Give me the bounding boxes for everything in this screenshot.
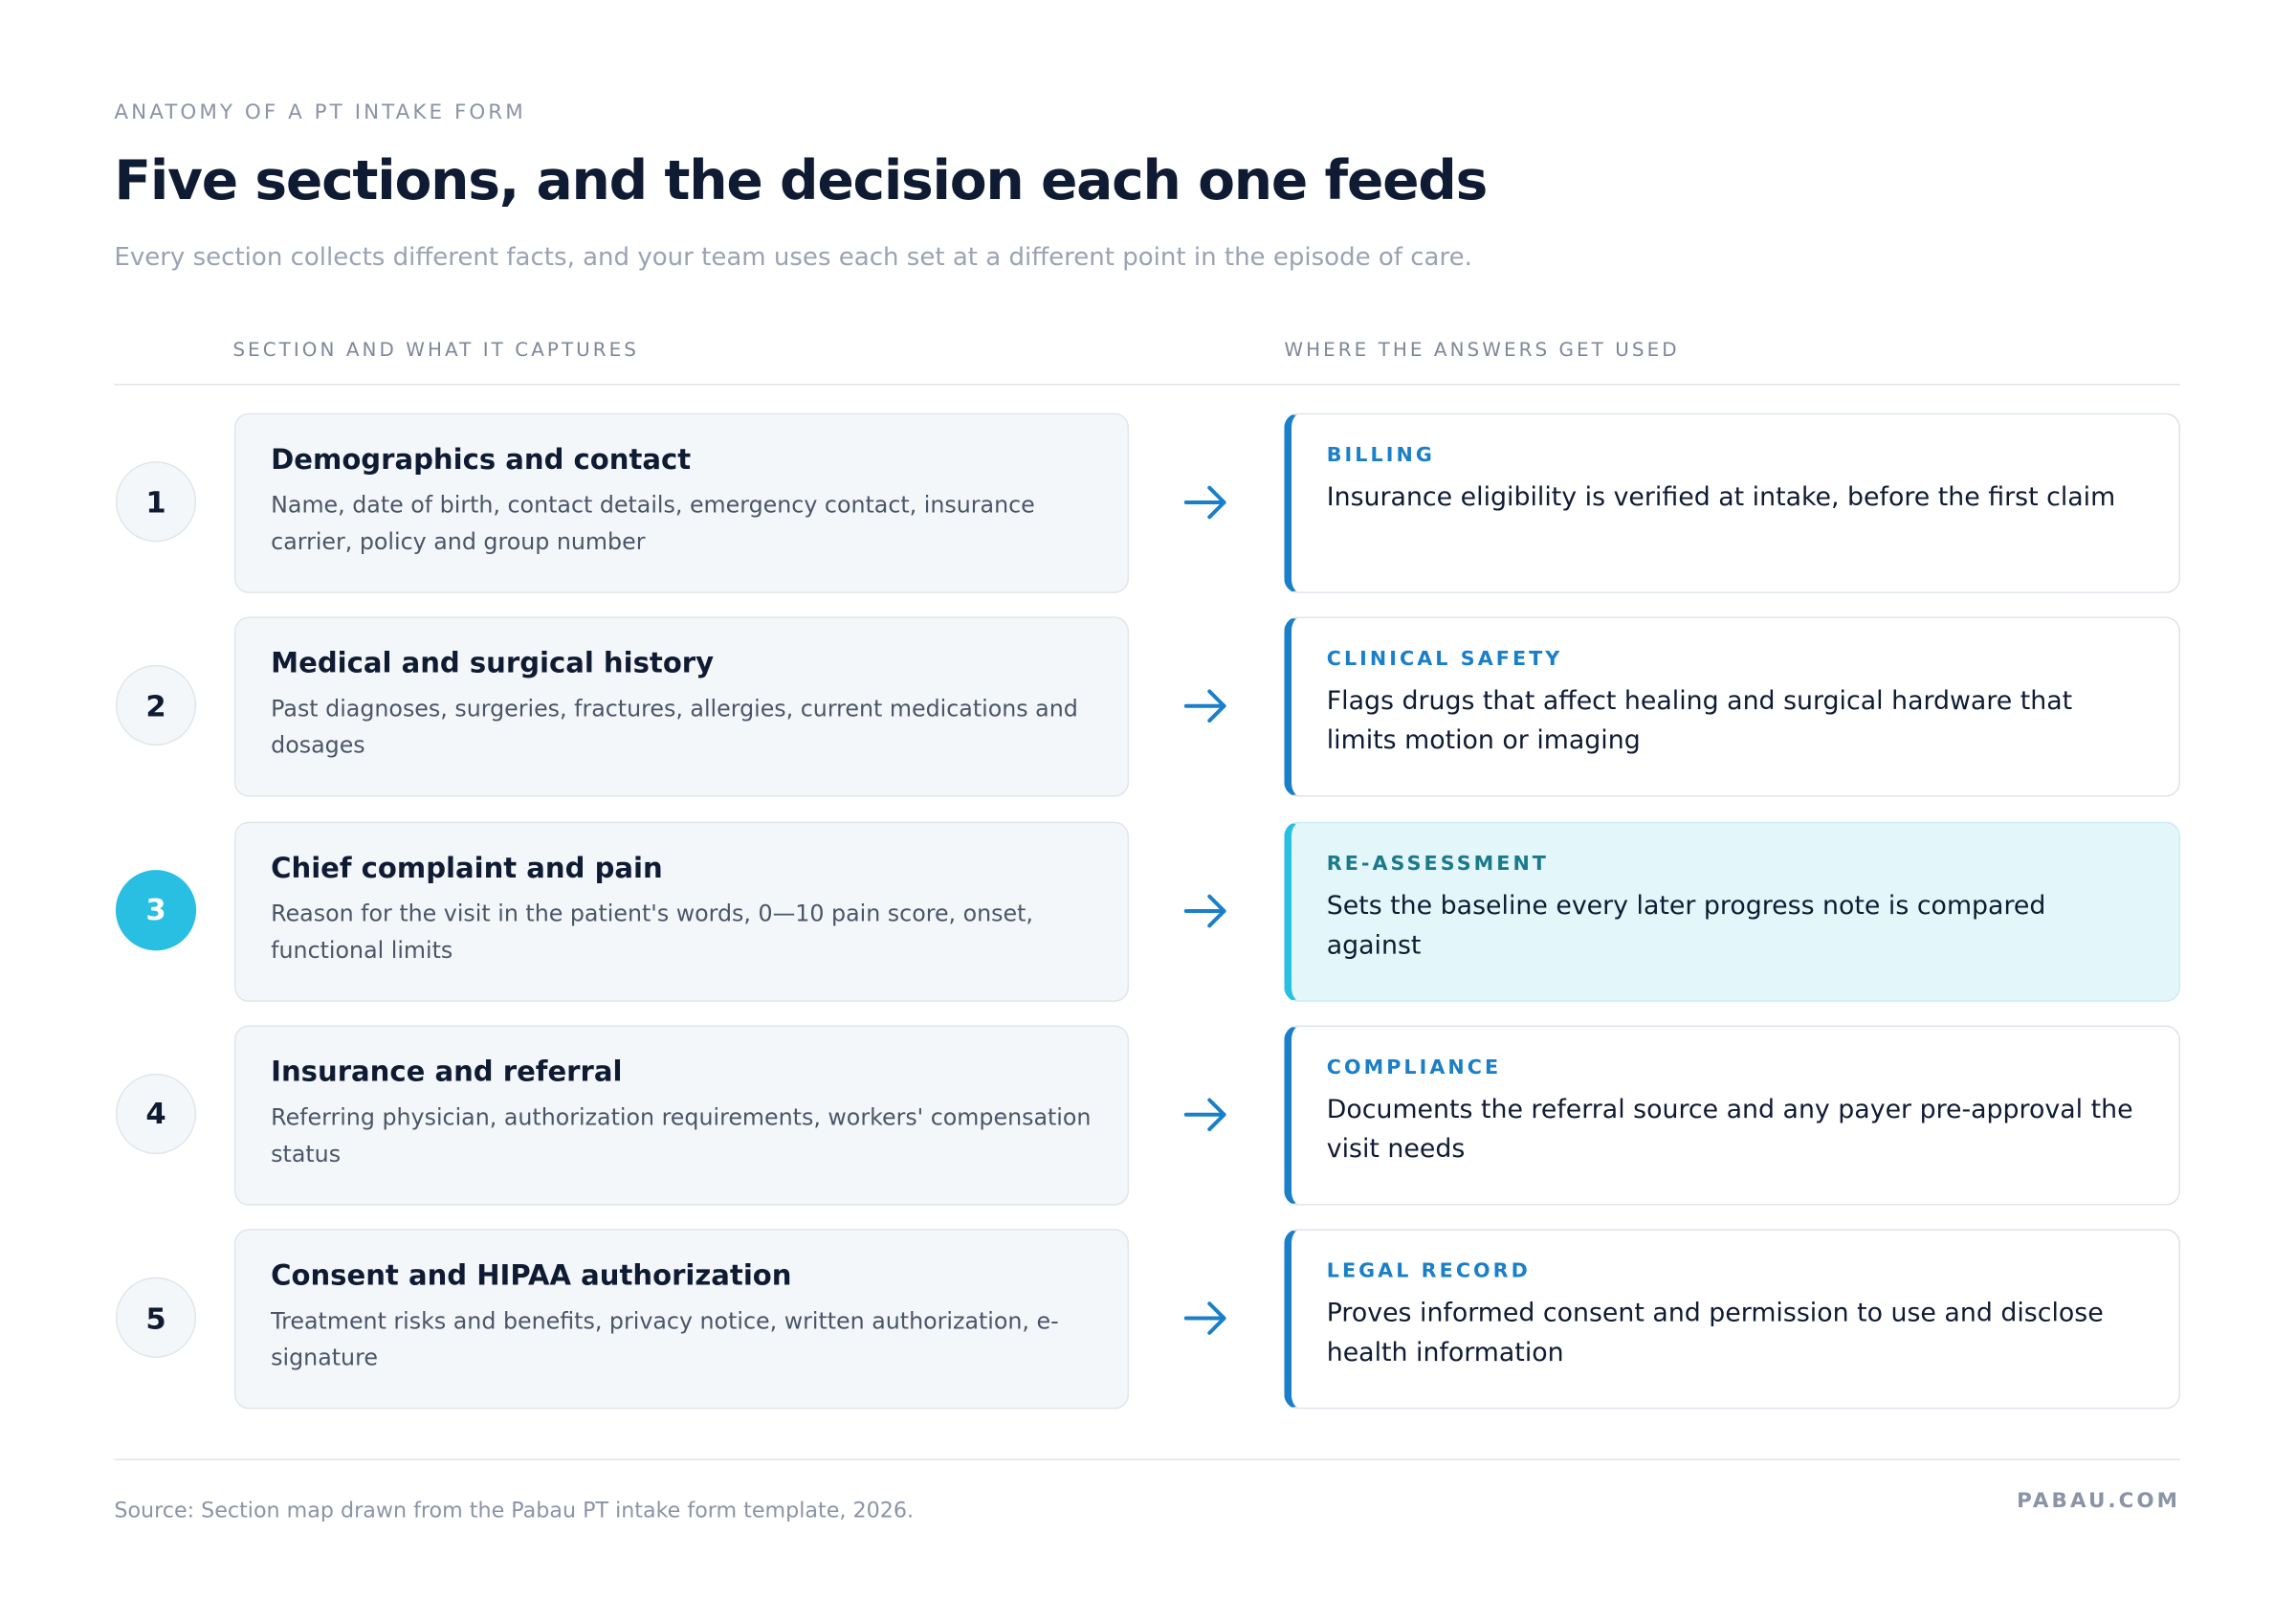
step-number: 2 <box>115 665 197 746</box>
section-description: Reason for the visit in the patient's wo… <box>271 900 1033 964</box>
column-header: SECTION AND WHAT IT CAPTURES <box>232 340 640 363</box>
section-row: 2 Medical and surgical history Past diagno… <box>0 616 2296 798</box>
section-card: Chief complaint and pain Reason for the v… <box>233 821 1130 1002</box>
section-title: Consent and HIPAA authorization <box>271 1259 792 1293</box>
subtitle: Every section collects different facts, … <box>114 243 1472 273</box>
use-text: Flags drugs that affect healing and surg… <box>1326 687 2073 757</box>
use-text: Insurance eligibility is verified at int… <box>1326 483 2116 513</box>
source-note: Source: Section map drawn from the Pabau… <box>114 1500 915 1523</box>
section-title: Demographics and contact <box>271 443 692 477</box>
column-header: WHERE THE ANSWERS GET USED <box>1284 340 1680 363</box>
use-card: LEGAL RECORD Proves informed consent and … <box>1284 1229 2181 1410</box>
section-description: Treatment risks and benefits, privacy no… <box>271 1308 1059 1371</box>
divider <box>114 384 2181 386</box>
use-text: Sets the baseline every later progress n… <box>1326 891 2046 961</box>
use-label: CLINICAL SAFETY <box>1326 647 1563 672</box>
divider <box>114 1458 2181 1461</box>
section-title: Chief complaint and pain <box>271 852 663 884</box>
section-row: 3 Chief complaint and pain Reason for the … <box>0 821 2296 1002</box>
eyebrow: ANATOMY OF A PT INTAKE FORM <box>114 100 526 125</box>
brand: PABAU.COM <box>2017 1489 2181 1514</box>
arrow-wrap <box>1183 1096 1230 1140</box>
section-card: Insurance and referral Referring physicia… <box>233 1025 1130 1206</box>
use-label: RE-ASSESSMENT <box>1326 852 1549 876</box>
arrow <box>1183 485 1226 520</box>
step-number: 1 <box>115 461 197 543</box>
use-card: COMPLIANCE Documents the referral source … <box>1284 1025 2181 1206</box>
section-title: Medical and surgical history <box>271 647 715 680</box>
use-card: RE-ASSESSMENT Sets the baseline every lat… <box>1284 821 2181 1002</box>
title: Five sections, and the decision each one… <box>114 149 1488 212</box>
step-number: 4 <box>115 1073 197 1154</box>
step-number: 3 <box>115 869 197 950</box>
use-card: CLINICAL SAFETY Flags drugs that affect h… <box>1284 616 2181 798</box>
arrow <box>1183 689 1226 723</box>
use-card: BILLING Insurance eligibility is verified… <box>1284 412 2181 593</box>
use-label: LEGAL RECORD <box>1326 1259 1531 1284</box>
section-card: Demographics and contact Name, date of bi… <box>233 412 1130 593</box>
section-row: 1 Demographics and contact Name, date of b… <box>0 412 2296 593</box>
section-row: 4 Insurance and referral Referring physici… <box>0 1025 2296 1206</box>
arrow-wrap <box>1183 687 1230 731</box>
step-number: 5 <box>115 1277 197 1359</box>
section-description: Referring physician, authorization requi… <box>271 1103 1092 1167</box>
section-description: Name, date of birth, contact details, em… <box>271 492 1035 556</box>
arrow-wrap <box>1183 1300 1230 1344</box>
arrow-wrap <box>1183 892 1230 936</box>
arrow-wrap <box>1183 483 1230 527</box>
use-text: Proves informed consent and permission t… <box>1326 1299 2104 1368</box>
arrow <box>1183 1098 1226 1131</box>
use-label: BILLING <box>1326 443 1435 468</box>
use-label: COMPLIANCE <box>1326 1056 1502 1079</box>
use-text: Documents the referral source and any pa… <box>1326 1095 2133 1165</box>
section-row: 5 Consent and HIPAA authorization Treatmen… <box>0 1229 2296 1410</box>
section-card: Medical and surgical history Past diagnos… <box>233 616 1130 798</box>
section-description: Past diagnoses, surgeries, fractures, al… <box>271 696 1078 760</box>
section-title: Insurance and referral <box>271 1056 623 1089</box>
arrow <box>1183 894 1226 927</box>
section-card: Consent and HIPAA authorization Treatment… <box>233 1229 1130 1410</box>
arrow <box>1183 1301 1226 1336</box>
